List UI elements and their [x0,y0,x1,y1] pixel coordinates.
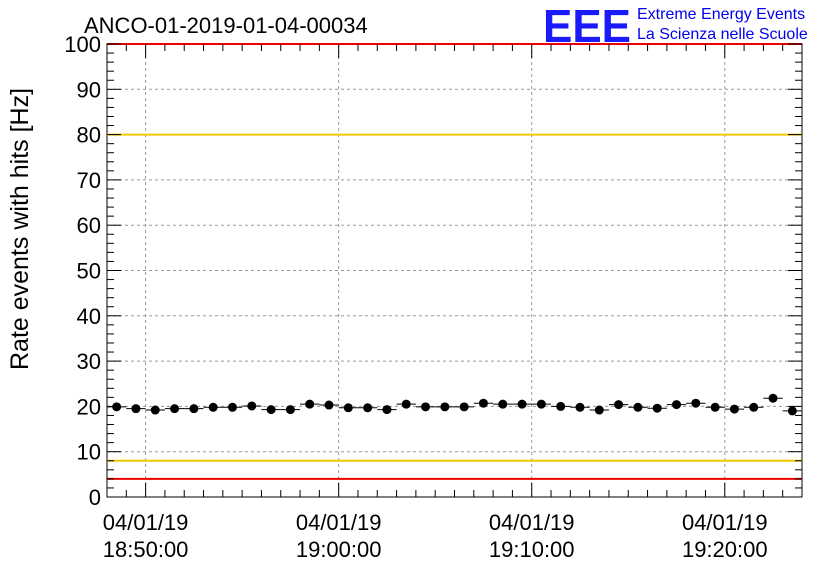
y-tick-label: 10 [77,440,101,465]
data-point [556,401,566,411]
data-points [107,393,802,416]
data-point [131,404,141,414]
logo-line-1: Extreme Energy Events [637,6,805,23]
data-point [575,402,585,412]
x-tick-label-time: 19:20:00 [682,537,768,562]
data-point [189,404,199,414]
axis-ticks [106,43,803,498]
data-point [363,403,373,413]
y-tick-label: 90 [77,77,101,102]
y-tick-label: 70 [77,168,101,193]
y-tick-label: 60 [77,213,101,238]
y-tick-label: 0 [89,485,101,510]
logo-line-2: La Scienza nelle Scuole [637,26,808,43]
y-tick-label: 50 [77,259,101,284]
y-tick-labels: 0 10 20 30 40 50 60 70 80 90 100 [64,32,101,510]
data-point [421,402,431,412]
data-point [401,399,411,409]
data-point [652,403,662,413]
data-point [498,399,508,409]
data-point [150,405,160,415]
data-point [227,402,237,412]
y-axis-title: Rate events with hits [Hz] [6,88,34,370]
data-point [710,402,720,412]
data-point [247,401,257,411]
x-tick-label-date: 04/01/19 [489,510,575,535]
data-point [440,402,450,412]
data-point [266,405,276,415]
data-point [633,402,643,412]
y-tick-label: 100 [64,32,101,57]
data-point [536,399,546,409]
data-point [768,393,778,403]
data-point [729,404,739,414]
x-tick-label-date: 04/01/19 [103,510,189,535]
x-tick-label-date: 04/01/19 [296,510,382,535]
data-point [614,400,624,410]
chart-title: ANCO-01-2019-01-04-00034 [84,13,368,38]
data-point [305,399,315,409]
data-point [749,402,759,412]
data-point [478,398,488,408]
data-point [170,404,180,414]
data-point [208,402,218,412]
y-tick-label: 30 [77,349,101,374]
data-point [691,398,701,408]
x-tick-labels: 04/01/1918:50:0004/01/1919:00:0004/01/19… [103,510,768,562]
eee-logo-mark: EEE [543,0,631,52]
data-point [112,402,122,412]
x-tick-label-time: 19:00:00 [296,537,382,562]
y-tick-label: 80 [77,123,101,148]
data-point [459,402,469,412]
data-point [787,406,797,416]
eee-logo: EEE Extreme Energy Events La Scienza nel… [543,0,808,52]
x-tick-label-time: 18:50:00 [103,537,189,562]
y-tick-label: 40 [77,304,101,329]
data-point [672,400,682,410]
data-point [343,403,353,413]
x-tick-label-time: 19:10:00 [489,537,575,562]
data-point [382,405,392,415]
data-point [285,405,295,415]
x-tick-label-date: 04/01/19 [682,510,768,535]
y-tick-label: 20 [77,394,101,419]
data-point [324,400,334,410]
data-point [517,399,527,409]
data-point [594,405,604,415]
